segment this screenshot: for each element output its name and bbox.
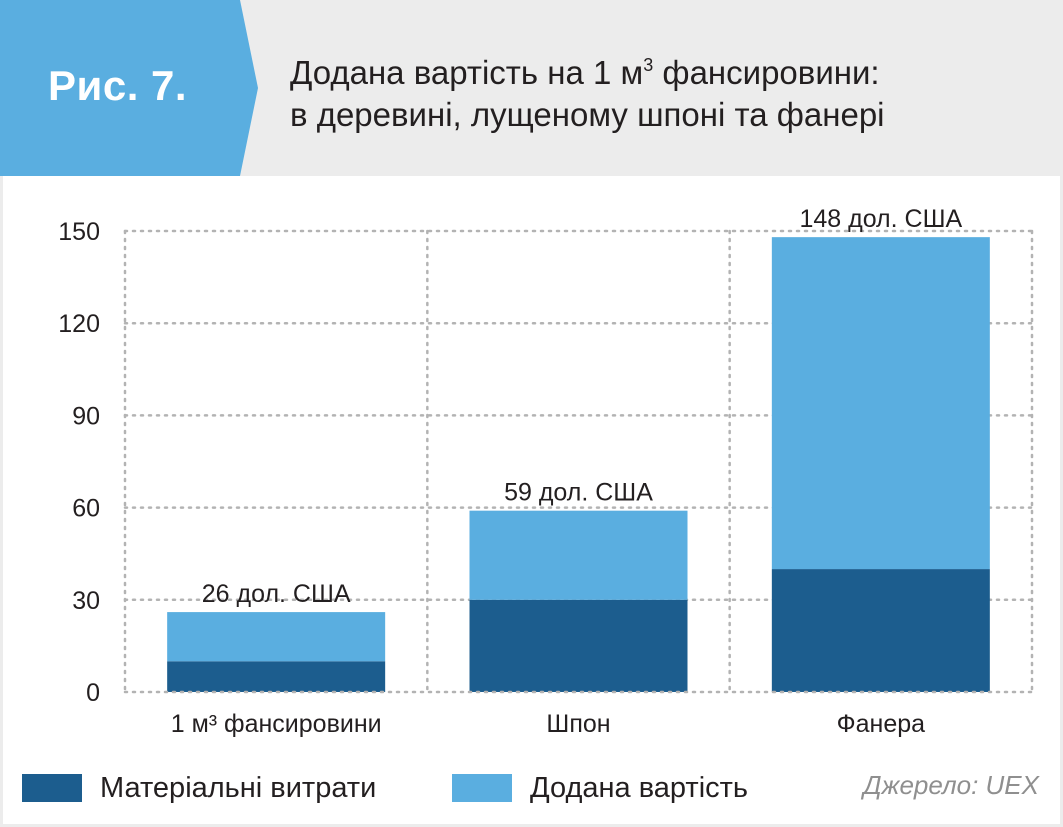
figure-badge: Рис. 7. — [0, 0, 280, 176]
legend-label-material: Матеріальні витрати — [100, 771, 377, 804]
x-category-label: Шпон — [546, 710, 610, 738]
source-note: Джерело: UEX — [863, 770, 1039, 800]
title-line-1-text: Додана вартість на 1 м — [290, 54, 644, 91]
figure-number: Рис. 7. — [48, 62, 188, 109]
title-line-2: в деревині, лущеному шпоні та фанері — [290, 96, 885, 133]
title-line-1-end: фансировини: — [653, 54, 880, 91]
title-line-1: Додана вартість на 1 м3 фансировини: — [290, 52, 1030, 94]
legend-item-material: Матеріальні витрати — [22, 768, 376, 808]
bar-material — [167, 661, 386, 692]
bar-total-label: 26 дол. США — [202, 580, 351, 608]
bar-added-value — [469, 510, 688, 600]
bar-added-value — [167, 612, 386, 662]
chart-frame — [0, 176, 1063, 827]
x-category-label: Фанера — [837, 710, 926, 738]
bar-total-label: 148 дол. США — [799, 205, 962, 233]
bar-added-value — [771, 237, 990, 570]
x-category-label: 1 м³ фансировини — [171, 710, 382, 738]
y-tick-label: 150 — [58, 218, 100, 246]
legend-swatch-material — [22, 774, 82, 802]
y-tick-label: 30 — [72, 587, 100, 615]
legend-label-added: Додана вартість — [530, 771, 749, 804]
bar-material — [771, 569, 990, 692]
bar-material — [469, 599, 688, 692]
bar-total-label: 59 дол. США — [504, 479, 653, 507]
y-tick-label: 0 — [86, 679, 100, 707]
legend-swatch-added — [452, 774, 512, 802]
y-tick-label: 60 — [72, 495, 100, 523]
y-tick-label: 120 — [58, 310, 100, 338]
header-bar: Рис. 7. Додана вартість на 1 м3 фансиров… — [0, 0, 1063, 176]
y-tick-label: 90 — [72, 402, 100, 430]
badge-shape — [0, 0, 258, 176]
chart-title: Додана вартість на 1 м3 фансировини: в д… — [290, 52, 1030, 136]
title-superscript: 3 — [643, 55, 654, 75]
legend-item-added: Додана вартість — [452, 768, 748, 808]
bar-chart: 0 30 60 90 120 150 26 дол. США 1 м³ фансировини… — [58, 205, 1034, 738]
